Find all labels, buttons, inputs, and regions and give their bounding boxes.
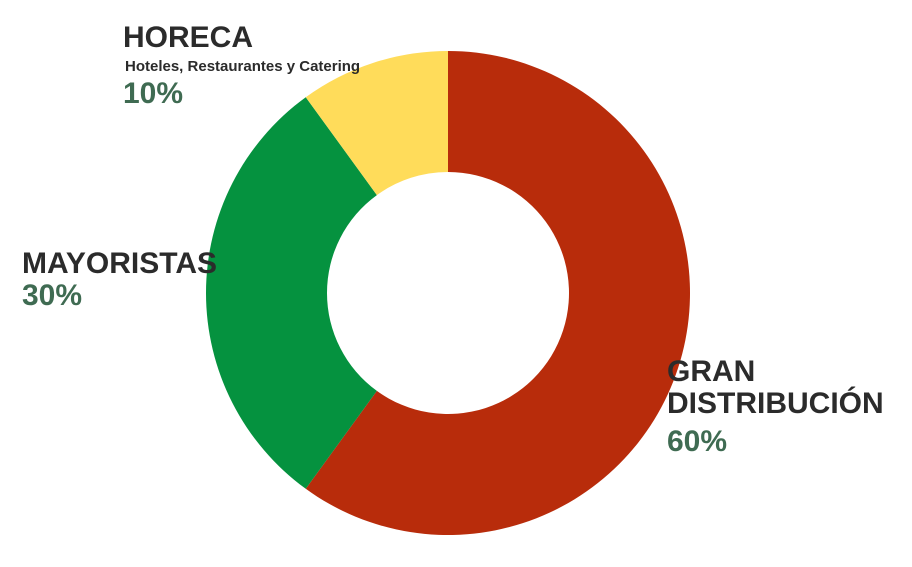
- category-label: HORECA: [123, 21, 254, 54]
- percent-label: 60%: [667, 425, 728, 458]
- donut-slice: [305, 51, 691, 535]
- donut-slice: [305, 51, 448, 196]
- category-label: GRAN DISTRIBUCIÓN: [667, 355, 884, 420]
- donut-slice: [206, 97, 377, 489]
- category-note: Hoteles, Restaurantes y Catering: [125, 58, 361, 75]
- percent-label: 10%: [123, 77, 184, 110]
- category-label: MAYORISTAS: [22, 247, 218, 280]
- percent-label: 30%: [22, 279, 83, 312]
